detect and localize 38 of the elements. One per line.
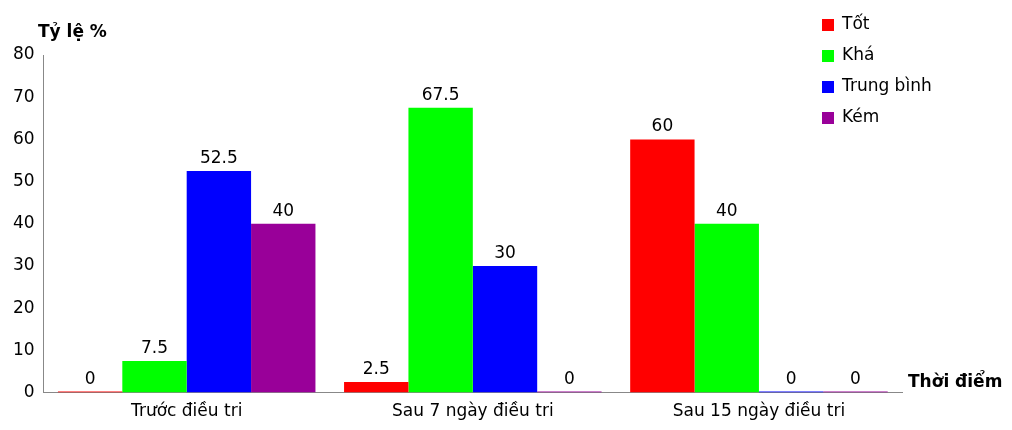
x-tick-label: Sau 7 ngày điều tri (392, 400, 554, 421)
data-label: 52.5 (199, 146, 238, 167)
bar (122, 360, 187, 393)
data-label: 30 (494, 241, 516, 262)
y-tick-label: 60 (12, 127, 35, 148)
legend-label: Trung bình (841, 75, 932, 96)
y-tick-label: 70 (12, 85, 35, 106)
bar (408, 107, 473, 393)
x-tick-label: Sau 15 ngày điều tri (672, 400, 846, 421)
bar (630, 139, 695, 393)
bar (251, 223, 316, 393)
bar (186, 171, 252, 393)
data-label: 2.5 (362, 357, 390, 378)
y-tick-label: 30 (12, 254, 35, 275)
legend-label: Kém (842, 106, 880, 127)
data-label: 0 (785, 367, 797, 388)
y-tick-label: 0 (23, 381, 35, 402)
bar (344, 382, 409, 393)
y-tick-label: 20 (12, 296, 35, 317)
data-label: 7.5 (140, 336, 169, 357)
x-tick-label: Trước điều tri (130, 400, 243, 421)
data-label: 0 (850, 367, 861, 388)
y-axis-title: Tỷ lệ % (38, 20, 107, 41)
data-label: 40 (715, 199, 738, 220)
data-label: 67.5 (421, 83, 460, 104)
y-tick-label: 40 (12, 212, 35, 233)
data-label: 0 (84, 367, 96, 388)
bar (694, 223, 759, 393)
bar (472, 266, 538, 393)
legend-label: Tốt (841, 13, 870, 34)
x-axis-title: Thời điểm (908, 369, 1003, 391)
y-tick-label: 10 (12, 338, 35, 359)
data-label: 40 (272, 199, 295, 220)
data-label: 0 (563, 367, 575, 388)
y-tick-label: 50 (12, 170, 35, 191)
legend-label: Khá (842, 44, 875, 65)
data-label: 60 (651, 115, 674, 136)
y-tick-label: 80 (12, 43, 35, 64)
